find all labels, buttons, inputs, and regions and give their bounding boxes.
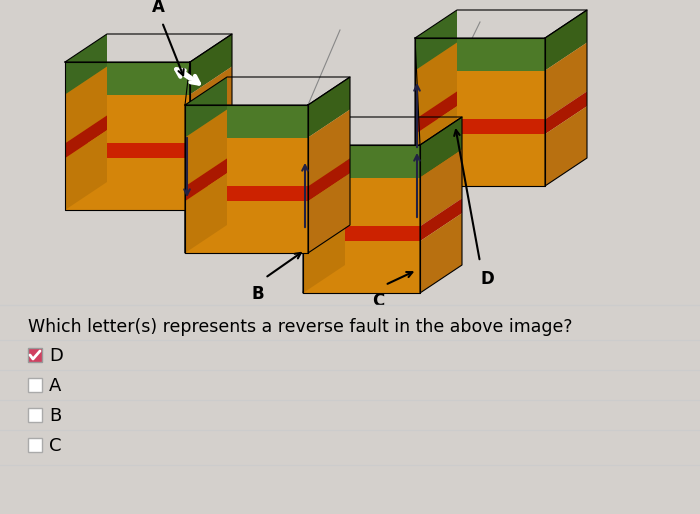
Polygon shape [303, 177, 420, 226]
Polygon shape [303, 187, 308, 241]
Polygon shape [415, 38, 420, 177]
Polygon shape [303, 241, 420, 293]
Polygon shape [545, 91, 587, 134]
Polygon shape [185, 173, 227, 253]
Polygon shape [65, 130, 107, 210]
Polygon shape [190, 130, 232, 210]
Polygon shape [420, 117, 462, 177]
Polygon shape [420, 150, 462, 226]
Polygon shape [303, 225, 350, 293]
Polygon shape [415, 43, 457, 119]
Polygon shape [415, 106, 457, 186]
Polygon shape [303, 198, 345, 241]
Polygon shape [415, 119, 545, 134]
Polygon shape [303, 138, 308, 226]
Polygon shape [415, 38, 545, 70]
Polygon shape [303, 145, 420, 177]
Polygon shape [65, 34, 107, 95]
Polygon shape [415, 70, 420, 226]
Polygon shape [415, 134, 545, 186]
Polygon shape [308, 109, 350, 187]
Bar [28, 348, 42, 362]
Polygon shape [185, 187, 308, 201]
Text: B: B [252, 285, 265, 303]
Polygon shape [185, 62, 190, 253]
Polygon shape [415, 10, 457, 70]
Text: A: A [152, 0, 164, 16]
Polygon shape [303, 201, 308, 293]
Bar [28, 408, 42, 422]
Bar [28, 378, 42, 392]
Polygon shape [65, 62, 190, 95]
Polygon shape [303, 117, 345, 177]
Polygon shape [65, 95, 190, 143]
Polygon shape [415, 119, 420, 241]
Polygon shape [545, 106, 587, 186]
Polygon shape [303, 226, 420, 241]
Text: C: C [372, 292, 384, 310]
Polygon shape [190, 66, 232, 143]
Polygon shape [185, 158, 227, 201]
Polygon shape [308, 77, 350, 138]
Polygon shape [308, 158, 350, 201]
Text: B: B [49, 407, 62, 425]
Polygon shape [185, 77, 227, 138]
Polygon shape [303, 105, 308, 177]
Polygon shape [185, 109, 227, 187]
Polygon shape [65, 143, 190, 158]
Polygon shape [65, 116, 107, 158]
Polygon shape [420, 198, 462, 241]
Polygon shape [190, 116, 232, 158]
Polygon shape [185, 95, 190, 187]
Polygon shape [185, 143, 190, 201]
Bar [28, 438, 42, 452]
Polygon shape [65, 66, 107, 143]
Polygon shape [185, 62, 190, 138]
Polygon shape [545, 43, 587, 119]
Polygon shape [185, 201, 308, 253]
Polygon shape [185, 158, 190, 253]
Polygon shape [545, 10, 587, 70]
Polygon shape [420, 213, 462, 293]
Polygon shape [65, 158, 190, 210]
Polygon shape [415, 134, 420, 293]
Polygon shape [303, 213, 345, 293]
Polygon shape [415, 91, 457, 134]
Text: C: C [49, 437, 62, 455]
Polygon shape [303, 150, 345, 226]
Polygon shape [308, 173, 350, 253]
Text: D: D [480, 270, 494, 288]
Polygon shape [185, 105, 308, 138]
Polygon shape [185, 138, 308, 187]
Polygon shape [415, 70, 545, 119]
Text: D: D [49, 347, 63, 365]
Polygon shape [190, 34, 232, 95]
Text: Which letter(s) represents a reverse fault in the above image?: Which letter(s) represents a reverse fau… [28, 318, 573, 336]
Text: A: A [49, 377, 62, 395]
